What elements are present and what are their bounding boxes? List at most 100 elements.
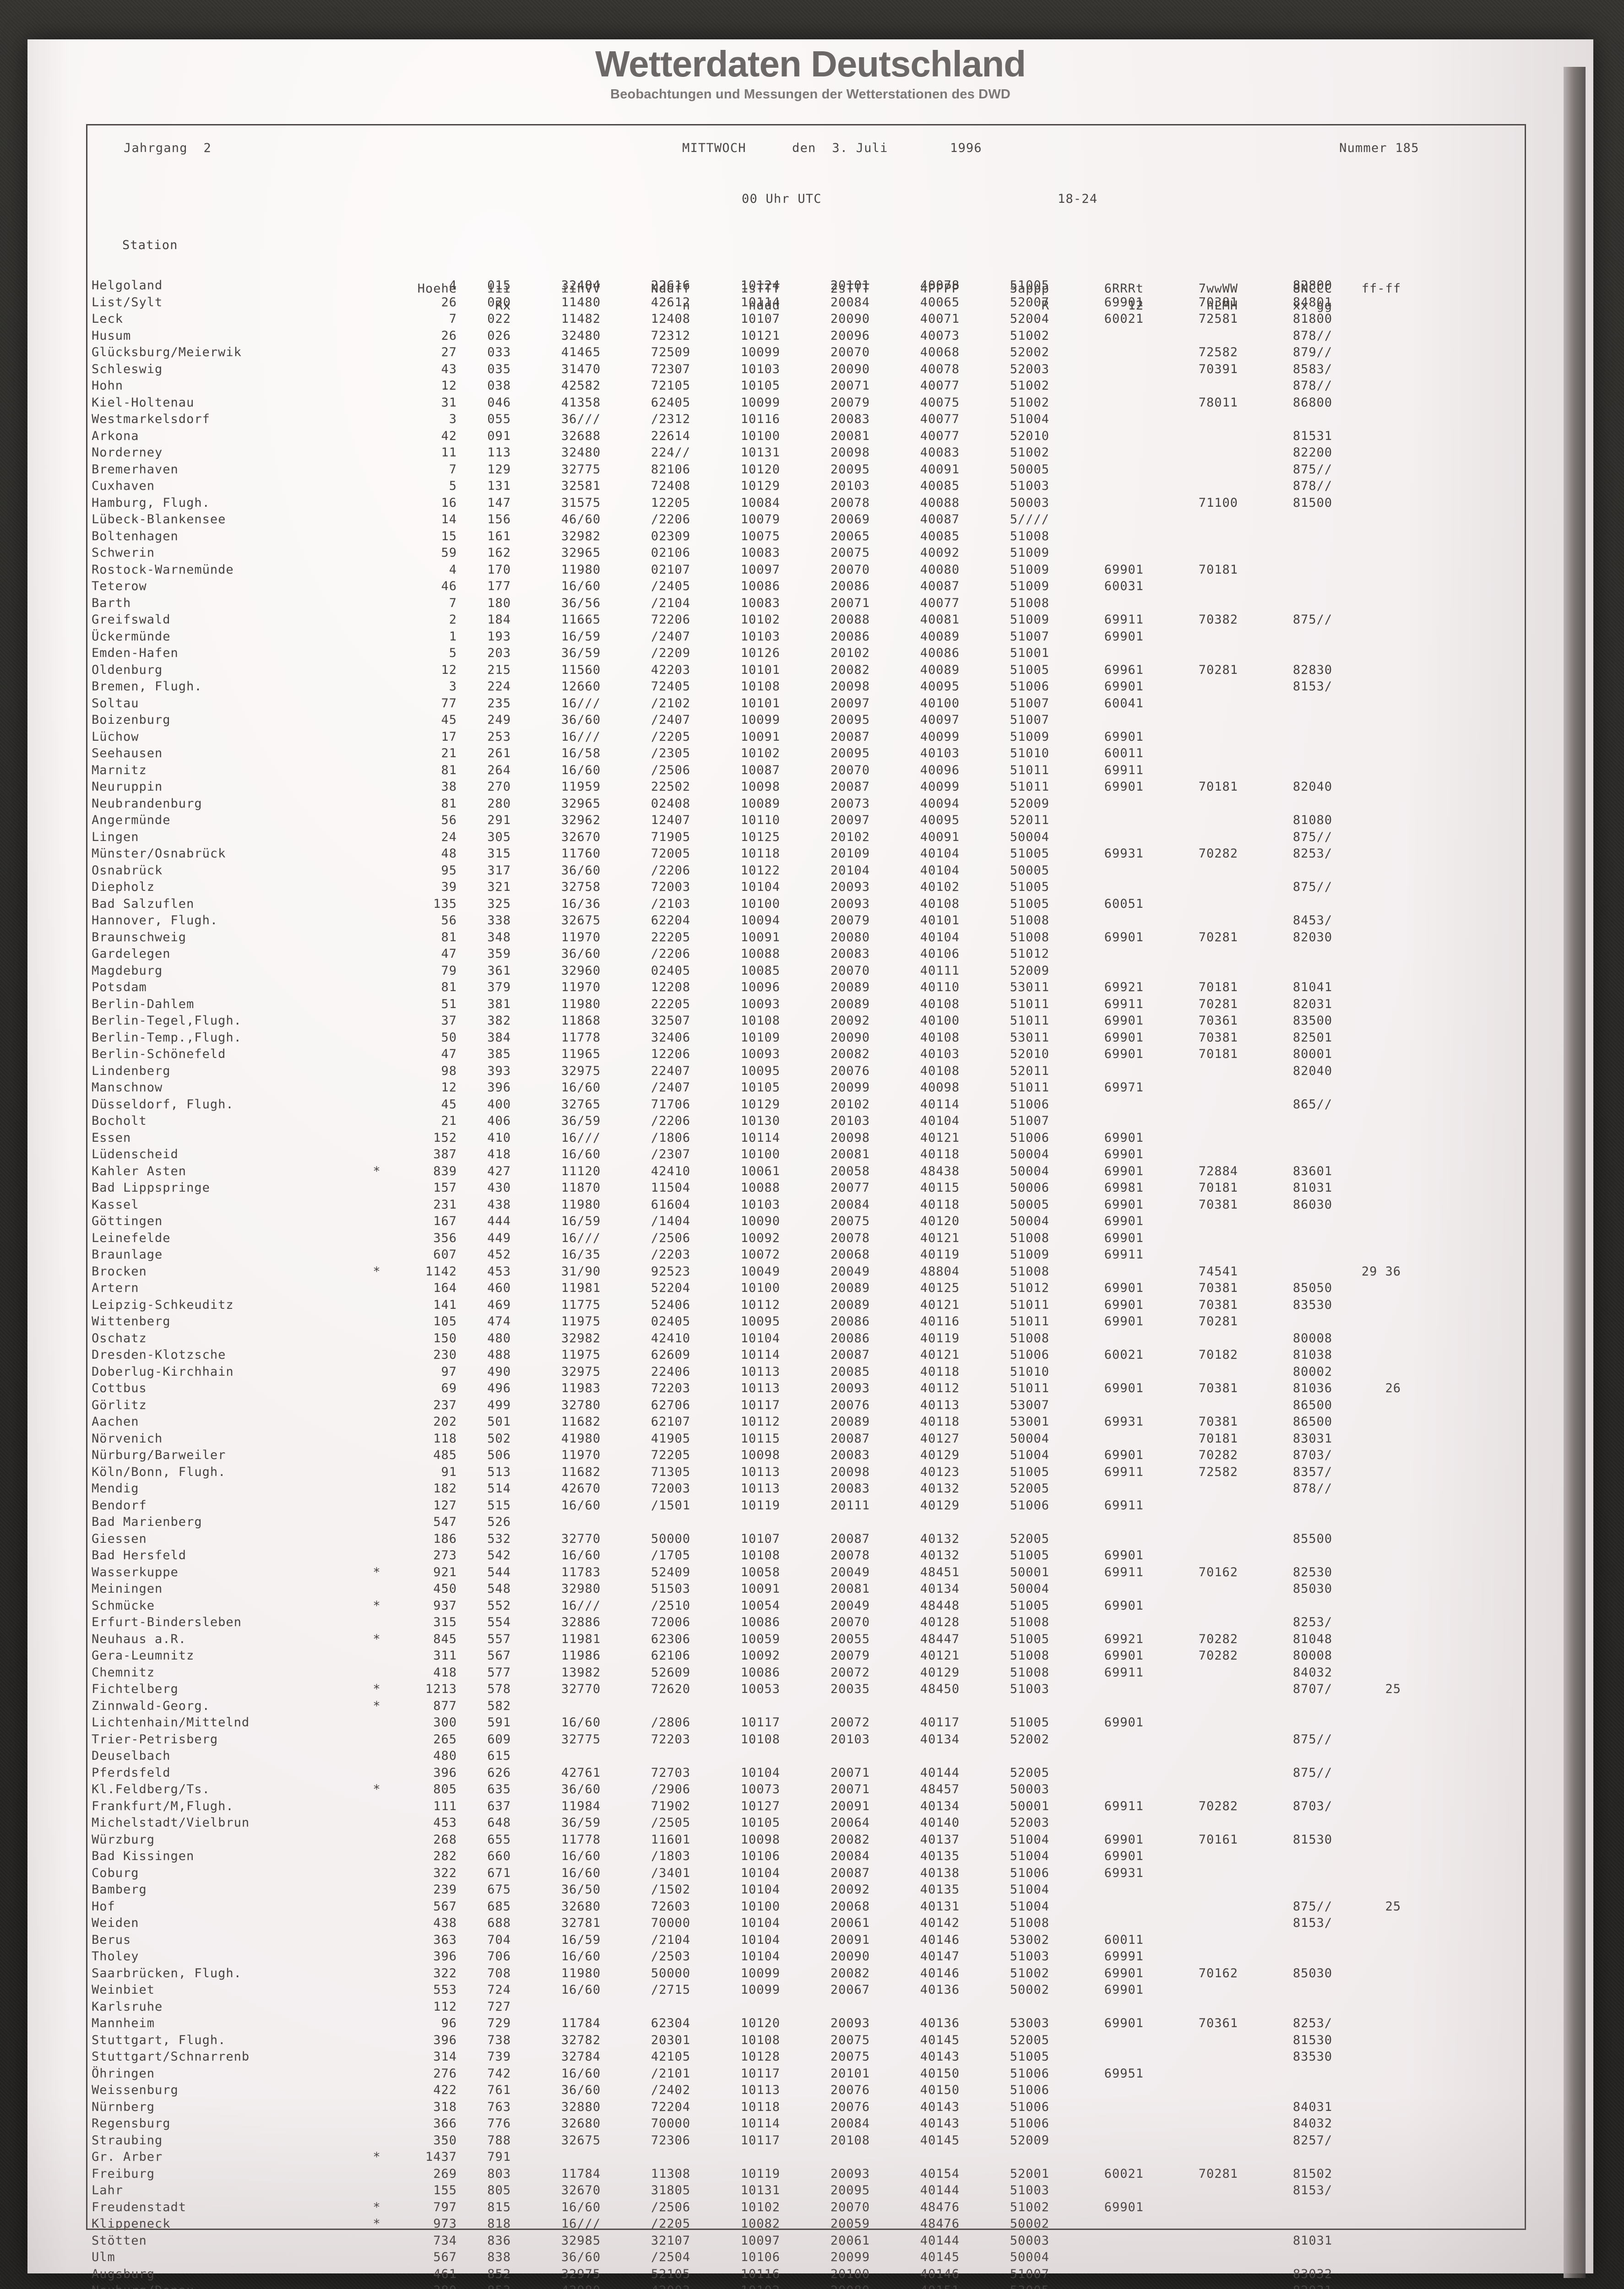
group-4pppp: 40113 (920, 1398, 960, 1412)
mountain-station-marker (366, 1865, 387, 1882)
station-id: 170 (487, 562, 511, 577)
group-iihvv: 11665 (561, 613, 601, 627)
group-5appp: 51005 (1010, 846, 1049, 861)
group-5appp: 51006 (1010, 1130, 1049, 1145)
station-name: Glücksburg/Meierwik (92, 345, 242, 359)
table-row: Nürnberg 318 763 32880 72204 10118 20076 40143 5… (92, 2099, 1401, 2116)
group-6rrrt (1049, 2233, 1144, 2250)
group-5appp: 51009 (1010, 1248, 1049, 1262)
table-row: Gardelegen 47 359 36/60/2206 10088 20083 40106… (92, 946, 1401, 963)
station-name: Erfurt-Bindersleben (92, 1615, 242, 1629)
table-row: Köln/Bonn, Flugh. 91 513 11682 71305 10113 200… (92, 1464, 1401, 1481)
group-2sttt: 20095 (830, 746, 870, 760)
group-1sttt: 10091 (740, 729, 780, 744)
mountain-station-marker (366, 2132, 387, 2149)
group-4pppp: 40092 (920, 546, 960, 560)
group-2sttt (780, 1999, 870, 2016)
mountain-station-marker (366, 2115, 387, 2132)
station-altitude: 7 (449, 596, 457, 610)
group-nddff: 72105 (651, 379, 690, 393)
observations-table-wrapper: Helgoland 4 015 32484 22616 10124 20101 40078 51… (92, 277, 1520, 2289)
group-6rrrt (1049, 595, 1144, 612)
group-7wwww (1144, 1915, 1238, 1932)
station-name: Nürburg/Barweiler (92, 1448, 226, 1462)
group-5appp: 50005 (1010, 863, 1049, 878)
group-4pppp: 40132 (920, 1531, 960, 1546)
group-5appp: 50001 (1010, 1799, 1049, 1813)
group-8nccc: 83530 (1293, 2050, 1332, 2064)
mountain-station-marker (366, 578, 387, 595)
group-5appp (960, 1748, 1049, 1765)
station-name: Pferdsfeld (92, 1765, 171, 1780)
group-8nccc (1238, 2149, 1332, 2166)
group-ffff (1332, 1364, 1401, 1381)
group-1sttt: 10117 (740, 1715, 780, 1730)
group-7wwww (1144, 829, 1238, 846)
group-7wwww (1144, 1731, 1238, 1748)
station-name: Stötten (92, 2233, 147, 2248)
group-7wwww (1144, 745, 1238, 762)
group-6rrrt: 69901 (1104, 562, 1144, 577)
group-6rrrt (1049, 1063, 1144, 1080)
group-nddff: /2506 (651, 763, 690, 777)
mountain-station-marker (366, 879, 387, 896)
group-nddff: 11601 (651, 1832, 690, 1847)
group-6rrrt: 69931 (1104, 1866, 1144, 1880)
station-altitude: 14 (441, 512, 457, 526)
mountain-station-marker (366, 1063, 387, 1080)
mountain-station-marker (366, 645, 387, 662)
group-7wwww: 70162 (1198, 1565, 1238, 1579)
group-1sttt: 10098 (740, 780, 780, 794)
table-row: Berlin-Dahlem 51 381 11980 22205 10093 20089 40… (92, 996, 1401, 1013)
group-6rrrt: 60021 (1104, 2166, 1144, 2181)
station-altitude: 37 (441, 1014, 457, 1028)
group-5appp: 51005 (1010, 1598, 1049, 1613)
group-7wwww: 72582 (1198, 345, 1238, 359)
group-7wwww (1144, 1230, 1238, 1247)
group-5appp: 51006 (1010, 2116, 1049, 2131)
group-iihvv: 32670 (561, 830, 601, 844)
group-4pppp: 40077 (920, 596, 960, 610)
group-5appp: 51012 (1010, 947, 1049, 961)
group-iihvv: 11983 (561, 1381, 601, 1395)
group-2sttt: 20075 (830, 1214, 870, 1228)
mountain-station-marker (366, 1013, 387, 1030)
group-1sttt: 10101 (740, 662, 780, 677)
group-7wwww (1144, 678, 1238, 695)
station-id: 591 (487, 1715, 511, 1730)
mountain-station-marker (366, 2266, 387, 2283)
group-7wwww (1144, 1130, 1238, 1147)
group-2sttt: 20086 (830, 579, 870, 593)
station-name: Cuxhaven (92, 479, 155, 493)
group-7wwww (1144, 912, 1238, 929)
group-6rrrt (1049, 829, 1144, 846)
station-name: Görlitz (92, 1398, 147, 1412)
group-6rrrt (1049, 1999, 1144, 2016)
group-nddff: 71706 (651, 1097, 690, 1112)
group-2sttt: 20070 (830, 763, 870, 777)
group-4pppp: 40099 (920, 729, 960, 744)
group-4pppp: 40118 (920, 1364, 960, 1379)
mountain-station-marker (366, 1748, 387, 1765)
station-name: Öhringen (92, 2066, 155, 2081)
group-iihvv: 11783 (561, 1565, 601, 1579)
group-4pppp: 40116 (920, 1314, 960, 1329)
group-4pppp: 40136 (920, 1983, 960, 1997)
station-name: Weiden (92, 1916, 139, 1930)
group-5appp: 53001 (1010, 1415, 1049, 1429)
station-id: 321 (487, 880, 511, 894)
station-altitude: 12 (441, 379, 457, 393)
group-ffff (1332, 662, 1401, 679)
group-7wwww: 70181 (1198, 1431, 1238, 1446)
group-4pppp: 40098 (920, 1080, 960, 1095)
group-2sttt: 20071 (830, 596, 870, 610)
group-8nccc: 83530 (1293, 1297, 1332, 1312)
group-6rrrt: 69901 (1104, 2200, 1144, 2214)
table-row: Teterow 46 177 16/60/2405 10086 20086 40087 510… (92, 578, 1401, 595)
group-nddff: 50000 (651, 1966, 690, 1980)
station-id: 724 (487, 1983, 511, 1997)
group-8nccc: 81048 (1293, 1632, 1332, 1646)
group-4pppp: 40132 (920, 1481, 960, 1496)
group-7wwww (1144, 478, 1238, 495)
group-7wwww: 70381 (1198, 1281, 1238, 1295)
